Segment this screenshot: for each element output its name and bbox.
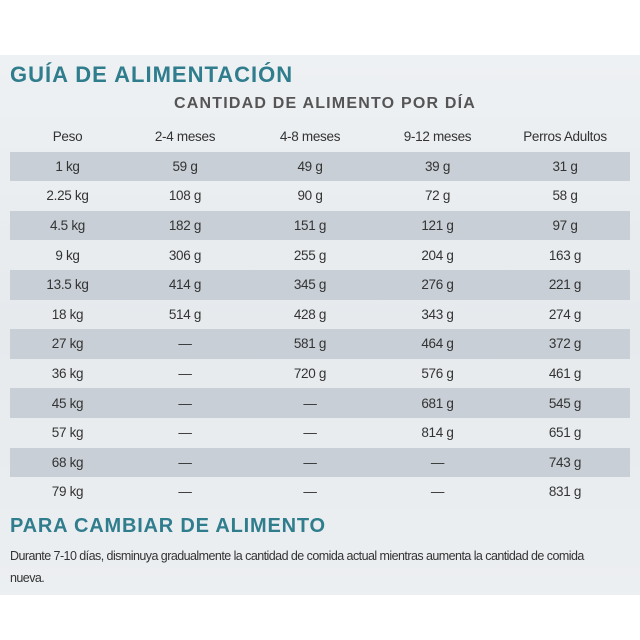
table-cell: 163 g xyxy=(548,247,582,263)
table-cell: 151 g xyxy=(293,218,327,234)
column-header: Peso xyxy=(52,129,83,145)
table-cell: 414 g xyxy=(168,277,202,293)
table-cell: — xyxy=(178,454,192,470)
table-cell: 4.5 kg xyxy=(50,218,85,234)
column-header: 2-4 meses xyxy=(154,129,216,145)
table-cell: 13.5 kg xyxy=(46,277,89,293)
table-cell: 343 g xyxy=(421,306,454,322)
feeding-table: Peso 2-4 meses 4-8 meses 9-12 meses Perros A… xyxy=(10,122,630,507)
table-cell: 58 g xyxy=(552,188,578,204)
table-row: 18 kg 514 g 428 g 343 g 274 g xyxy=(10,300,630,330)
table-row: 36 kg — 720 g 576 g 461 g xyxy=(10,359,630,389)
table-row: 4.5 kg 182 g 151 g 121 g 97 g xyxy=(10,210,630,241)
table-cell: — xyxy=(178,366,192,382)
table-cell: — xyxy=(178,395,192,411)
table-cell: 57 kg xyxy=(51,425,84,441)
table-cell: 108 g xyxy=(168,188,202,204)
table-cell: 121 g xyxy=(421,218,454,234)
table-cell: — xyxy=(430,454,445,470)
table-row: 9 kg 306 g 255 g 204 g 163 g xyxy=(10,240,630,270)
table-row: 1 kg 59 g 49 g 39 g 31 g xyxy=(10,151,630,182)
table-cell: 651 g xyxy=(548,425,582,441)
table-cell: — xyxy=(303,425,317,441)
table-cell: 9 kg xyxy=(55,247,80,263)
table-cell: 2.25 kg xyxy=(46,188,89,204)
title: GUÍA DE ALIMENTACIÓN xyxy=(10,62,294,87)
table-cell: 97 g xyxy=(552,218,578,234)
table-cell: — xyxy=(303,395,317,411)
table-cell: 461 g xyxy=(548,366,582,382)
table-row: 57 kg — — 814 g 651 g xyxy=(10,418,630,448)
table-row: 2.25 kg 108 g 90 g 72 g 58 g xyxy=(10,181,630,211)
table-cell: 743 g xyxy=(548,454,582,470)
table-cell: — xyxy=(303,454,317,470)
table-cell: 276 g xyxy=(421,277,454,293)
column-header: Perros Adultos xyxy=(523,129,607,145)
table-cell: 514 g xyxy=(168,306,202,322)
table-row: 68 kg — — — 743 g xyxy=(10,447,630,478)
table-cell: 576 g xyxy=(421,366,454,382)
table-cell: 720 g xyxy=(293,366,327,382)
table-cell: 27 kg xyxy=(51,336,84,352)
table-cell: 831 g xyxy=(548,484,582,500)
table-cell: 681 g xyxy=(421,395,454,411)
table-cell: — xyxy=(430,484,445,500)
table-cell: — xyxy=(178,425,192,441)
table-cell: 306 g xyxy=(168,247,202,263)
table-cell: 255 g xyxy=(293,247,327,263)
table-cell: 68 kg xyxy=(51,454,84,470)
table-cell: 221 g xyxy=(548,277,582,293)
table-cell: 345 g xyxy=(293,277,327,293)
table-cell: 204 g xyxy=(421,247,454,263)
table-cell: 464 g xyxy=(421,336,454,352)
table-cell: 31 g xyxy=(552,158,578,174)
column-header: 4-8 meses xyxy=(279,129,341,145)
table-cell: 182 g xyxy=(168,218,202,234)
table-cell: 814 g xyxy=(421,425,454,441)
table-cell: 372 g xyxy=(548,336,582,352)
table-cell: 36 kg xyxy=(51,366,84,382)
table-row: 45 kg — — 681 g 545 g xyxy=(10,388,630,418)
table-cell: 545 g xyxy=(548,395,582,411)
subtitle: CANTIDAD DE ALIMENTO POR DÍA xyxy=(173,95,477,112)
table-cell: 428 g xyxy=(293,306,327,322)
table-row: 79 kg — — — 831 g xyxy=(10,477,630,507)
table-cell: 1 kg xyxy=(55,158,80,174)
section-text: Durante 7-10 días, disminuya gradualment… xyxy=(10,549,584,585)
table-cell: 18 kg xyxy=(51,306,84,322)
section-title: PARA CAMBIAR DE ALIMENTO xyxy=(10,515,326,537)
table-cell: 39 g xyxy=(424,158,451,174)
table-cell: — xyxy=(178,484,192,500)
table-cell: 45 kg xyxy=(51,395,84,411)
table-cell: 79 kg xyxy=(51,484,84,500)
table-cell: 59 g xyxy=(172,158,198,174)
table-cell: 90 g xyxy=(297,188,323,204)
header-row: Peso 2-4 meses 4-8 meses 9-12 meses Perros A… xyxy=(10,122,630,152)
table-cell: 581 g xyxy=(293,336,327,352)
table-row: 13.5 kg 414 g 345 g 276 g 221 g xyxy=(10,269,630,300)
background xyxy=(0,55,640,595)
table-cell: 49 g xyxy=(297,158,323,174)
table-cell: — xyxy=(303,484,317,500)
column-header: 9-12 meses xyxy=(403,129,472,145)
table-cell: — xyxy=(178,336,192,352)
table-cell: 274 g xyxy=(548,306,582,322)
table-row: 27 kg — 581 g 464 g 372 g xyxy=(10,329,630,359)
table-cell: 72 g xyxy=(424,188,451,204)
